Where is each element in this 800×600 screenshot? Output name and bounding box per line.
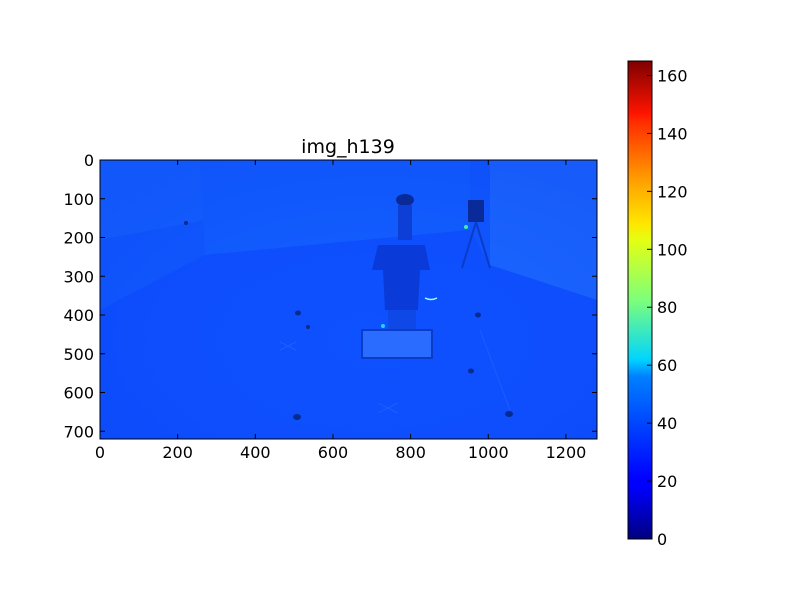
y-tick-label: 700 <box>63 422 94 441</box>
x-tick-label: 400 <box>240 443 271 462</box>
chart-title: img_h139 <box>301 136 395 158</box>
y-tick-label: 400 <box>63 306 94 325</box>
colorbar-tick-label: 140 <box>657 124 688 143</box>
y-tick-label: 0 <box>84 151 94 170</box>
y-tick-label: 300 <box>63 267 94 286</box>
colorbar-tick-label: 60 <box>657 356 677 375</box>
colorbar-tick-label: 20 <box>657 472 677 491</box>
x-tick-label: 1000 <box>468 443 509 462</box>
colorbar-tick-label: 40 <box>657 414 677 433</box>
y-axis: 0 100 200 300 400 500 600 700 <box>63 151 597 441</box>
x-tick-label: 200 <box>162 443 193 462</box>
floor-markers <box>184 221 513 420</box>
x-tick-label: 0 <box>95 443 105 462</box>
colorbar <box>627 60 653 540</box>
image-panel <box>100 160 597 439</box>
colorbar-tick-label: 80 <box>657 298 677 317</box>
y-tick-label: 100 <box>63 190 94 209</box>
y-tick-label: 600 <box>63 384 94 403</box>
colorbar-tick-label: 120 <box>657 182 688 201</box>
x-tick-label: 1200 <box>546 443 587 462</box>
colorbar-axis: 0 20 40 60 80 100 120 140 160 <box>647 66 688 549</box>
person-head <box>396 194 414 206</box>
x-tick-label: 600 <box>318 443 349 462</box>
colorbar-tick-label: 100 <box>657 240 688 259</box>
robot-base <box>361 329 433 359</box>
colorbar-tick-label: 0 <box>657 530 667 549</box>
y-tick-label: 200 <box>63 229 94 248</box>
colorbar-tick-label: 160 <box>657 66 688 85</box>
x-tick-label: 800 <box>395 443 426 462</box>
tripod-right <box>468 200 484 222</box>
x-axis: 0 200 400 600 800 1000 1200 <box>95 160 586 462</box>
y-tick-label: 500 <box>63 345 94 364</box>
person-shirt <box>372 245 430 310</box>
image-frame <box>99 159 598 440</box>
